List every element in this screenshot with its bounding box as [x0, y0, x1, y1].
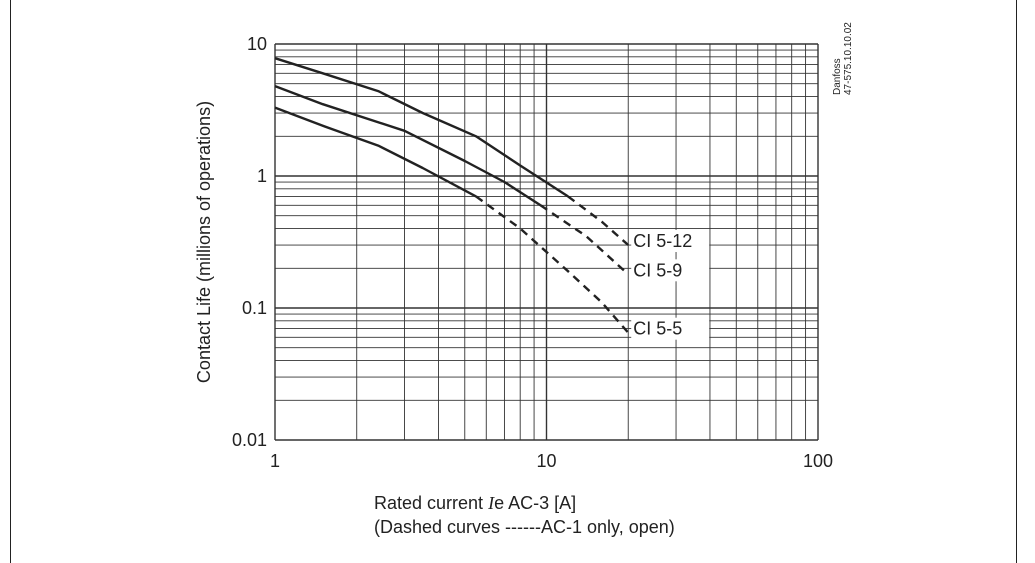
y-tick-label: 10 — [247, 34, 267, 54]
tick-labels: 1 10 100 10 1 0.1 0.01 — [232, 34, 833, 471]
series-label-background — [631, 230, 710, 253]
series-label-background — [631, 259, 710, 282]
y-tick-label: 1 — [257, 166, 267, 186]
x-axis-label: Rated current Ie AC-3 [A] — [374, 493, 576, 514]
series-label: CI 5-5 — [633, 319, 682, 339]
x-tick-label: 10 — [536, 451, 556, 471]
annotation-line-1: Danfoss — [832, 58, 843, 95]
series-dashed-line — [539, 204, 630, 276]
series-dashed-line — [567, 195, 629, 246]
series-label-background — [631, 317, 710, 340]
y-tick-label: 0.1 — [242, 298, 267, 318]
series-solid-line — [274, 106, 477, 198]
x-axis-label-suffix: e AC-3 [A] — [494, 493, 577, 513]
series-labels: CI 5-12 CI 5-9 CI 5-5 — [631, 230, 710, 340]
series-solid-line — [274, 84, 542, 207]
plot-grid — [274, 43, 819, 441]
figure-frame — [10, 0, 1017, 563]
annotation-line-2: 47-575.10.10.02 — [843, 22, 854, 95]
y-axis-label: Contact Life (millions of operations) — [194, 101, 214, 383]
series-dashed-line — [475, 195, 630, 334]
x-axis-label-symbol: I — [488, 493, 495, 513]
series-label: CI 5-12 — [633, 231, 692, 251]
x-tick-label: 100 — [803, 451, 833, 471]
y-tick-label: 0.01 — [232, 430, 267, 450]
x-axis-note: (Dashed curves ------AC-1 only, open) — [374, 517, 675, 537]
series-label: CI 5-9 — [633, 260, 682, 280]
series-solid-line — [274, 57, 569, 198]
series-layer — [274, 57, 630, 334]
x-tick-label: 1 — [270, 451, 280, 471]
x-axis-label-prefix: Rated current — [374, 493, 489, 513]
danfoss-annotation: Danfoss 47-575.10.10.02 — [832, 22, 854, 95]
